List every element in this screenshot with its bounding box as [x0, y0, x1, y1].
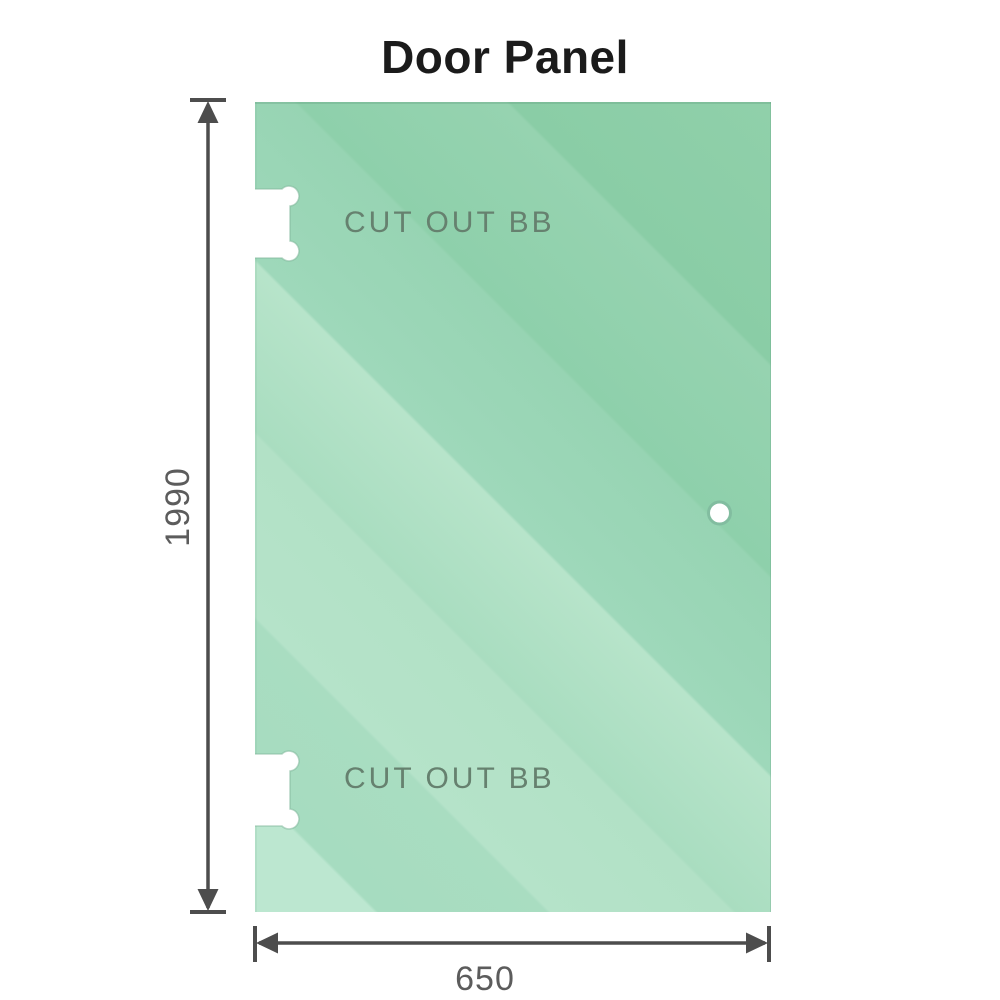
cutout-label-top: CUT OUT BB [344, 206, 555, 239]
page-title: Door Panel [381, 31, 629, 83]
cutout-label-bottom: CUT OUT BB [344, 762, 555, 795]
arrow-left-icon [256, 932, 278, 954]
width-dimension [253, 926, 771, 962]
hinge-cutout-bottom-icon [255, 750, 300, 830]
arrow-up-icon [197, 101, 219, 123]
width-dimension-label: 650 [455, 960, 515, 998]
height-dimension-label: 1990 [158, 467, 197, 547]
hinge-cutout-top-icon [255, 185, 300, 262]
arrow-down-icon [197, 889, 219, 911]
height-dimension [190, 98, 226, 914]
arrow-right-icon [746, 932, 768, 954]
handle-hole-icon [707, 500, 732, 526]
door-panel-glass [255, 102, 771, 912]
